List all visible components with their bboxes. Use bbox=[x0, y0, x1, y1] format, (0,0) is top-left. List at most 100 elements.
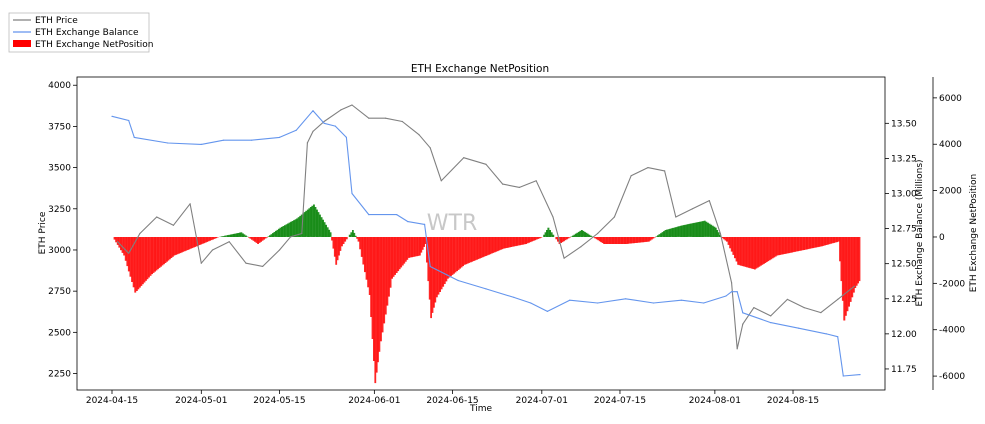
netposition-bar bbox=[469, 237, 472, 263]
netposition-bar bbox=[566, 237, 568, 240]
netposition-bar bbox=[338, 237, 340, 256]
netposition-bar bbox=[394, 237, 396, 275]
netposition-bar bbox=[329, 232, 332, 237]
netposition-bar bbox=[493, 237, 496, 253]
netposition-bar bbox=[819, 237, 822, 247]
netposition-bar bbox=[161, 237, 164, 266]
balance-line-point bbox=[731, 291, 733, 293]
netposition-bar bbox=[434, 237, 437, 303]
netposition-bar bbox=[397, 237, 400, 272]
netposition-bar bbox=[362, 237, 365, 265]
netposition-bar bbox=[339, 237, 342, 251]
price-line-point bbox=[463, 157, 465, 159]
netposition-bar bbox=[443, 237, 446, 284]
netposition-bar bbox=[585, 232, 588, 237]
netposition-bar bbox=[267, 236, 270, 237]
netposition-bar bbox=[529, 237, 532, 243]
netposition-bar bbox=[822, 237, 825, 246]
price-line-point bbox=[418, 134, 420, 136]
netposition-bar bbox=[684, 224, 687, 237]
netposition-bar bbox=[495, 237, 498, 252]
balance-line-point bbox=[278, 136, 281, 138]
netposition-bar bbox=[453, 237, 455, 274]
y-balance-tick-label: 12.00 bbox=[891, 330, 917, 340]
netposition-bar bbox=[373, 237, 375, 361]
netposition-bar bbox=[519, 237, 521, 246]
netposition-bar bbox=[185, 237, 188, 251]
price-line-point bbox=[502, 183, 504, 185]
netposition-bar bbox=[146, 237, 149, 280]
netposition-bar bbox=[273, 232, 276, 237]
netposition-bar bbox=[513, 237, 516, 247]
legend: ETH Price ETH Exchange Balance ETH Excha… bbox=[8, 12, 154, 53]
netposition-bar bbox=[421, 237, 424, 250]
netposition-bar bbox=[621, 237, 623, 244]
netposition-bar bbox=[604, 237, 607, 244]
netposition-bar bbox=[774, 237, 777, 257]
netposition-bar bbox=[496, 237, 499, 252]
netposition-bar bbox=[483, 237, 486, 257]
netposition-bar bbox=[180, 237, 183, 253]
netposition-bar bbox=[813, 237, 816, 248]
netposition-bar bbox=[459, 237, 461, 269]
netposition-bar bbox=[752, 237, 755, 269]
balance-line-point bbox=[251, 139, 253, 141]
netposition-bar bbox=[468, 237, 471, 263]
netposition-bar bbox=[573, 234, 576, 237]
netposition-bar bbox=[325, 224, 327, 237]
balance-line-point bbox=[424, 223, 426, 225]
netposition-bar bbox=[670, 228, 673, 237]
netposition-bar bbox=[371, 237, 374, 339]
netposition-bar bbox=[235, 233, 238, 237]
netposition-bar bbox=[744, 237, 747, 267]
netposition-bar bbox=[288, 222, 291, 237]
netposition-bar bbox=[484, 237, 487, 256]
netposition-bar bbox=[446, 237, 449, 279]
netposition-bar bbox=[610, 237, 613, 244]
balance-line-point bbox=[167, 142, 169, 144]
price-line-point bbox=[770, 315, 772, 317]
netposition-bar bbox=[510, 237, 513, 247]
price-line-point bbox=[429, 147, 431, 149]
netposition-bar bbox=[844, 237, 847, 316]
price-line-point bbox=[156, 216, 158, 218]
netposition-bar bbox=[603, 237, 606, 244]
price-line-point bbox=[245, 262, 247, 264]
netposition-bar bbox=[216, 237, 219, 238]
price-line-point bbox=[535, 180, 537, 182]
netposition-bar bbox=[237, 233, 240, 237]
netposition-bar bbox=[636, 237, 638, 243]
netposition-bar bbox=[213, 237, 216, 239]
netposition-bar bbox=[631, 237, 634, 244]
netposition-bar bbox=[231, 234, 234, 237]
netposition-bar bbox=[743, 237, 746, 267]
netposition-bar bbox=[607, 237, 610, 244]
price-line-point bbox=[128, 252, 130, 254]
netposition-bar bbox=[681, 225, 684, 237]
x-tick-label: 2024-06-15 bbox=[426, 396, 478, 406]
x-tick-label: 2024-07-15 bbox=[594, 396, 646, 406]
balance-line-point bbox=[396, 214, 398, 216]
netposition-bar bbox=[266, 237, 268, 238]
netposition-bar bbox=[594, 237, 597, 239]
netposition-bar bbox=[230, 234, 232, 237]
price-line-point bbox=[278, 249, 281, 251]
netposition-bar bbox=[414, 237, 417, 257]
y-netposition-tick-label: -6000 bbox=[939, 372, 965, 382]
netposition-bar bbox=[532, 237, 535, 241]
plot-area: WTR bbox=[76, 76, 886, 391]
y-netposition-tick-label: 4000 bbox=[939, 140, 962, 150]
netposition-bar bbox=[365, 237, 368, 280]
balance-line-point bbox=[128, 119, 130, 122]
balance-line-point bbox=[345, 136, 347, 138]
netposition-bar bbox=[810, 237, 813, 249]
netposition-bar bbox=[703, 220, 706, 237]
netposition-bar bbox=[415, 237, 418, 257]
netposition-bar bbox=[442, 237, 445, 287]
y-axis-balance-label: ETH Exchange Balance (Millions) bbox=[915, 159, 925, 306]
netposition-bar bbox=[609, 237, 612, 244]
netposition-bar bbox=[792, 237, 795, 253]
balance-line-point bbox=[736, 291, 738, 293]
legend-item-balance: ETH Exchange Balance bbox=[13, 28, 139, 38]
netposition-bar bbox=[773, 237, 776, 258]
